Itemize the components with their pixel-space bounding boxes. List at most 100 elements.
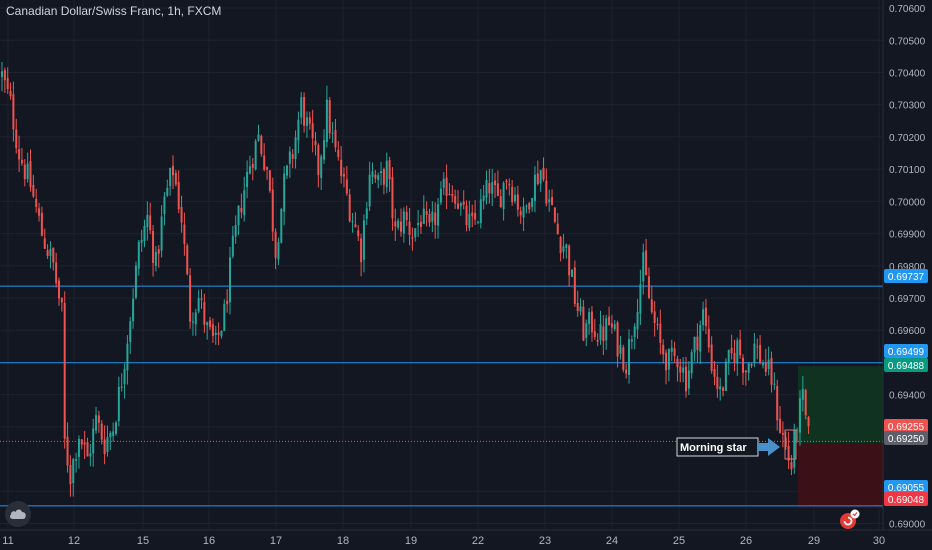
candle-body	[801, 389, 804, 400]
price-label-level: 0.69055	[884, 480, 928, 494]
candle-body	[494, 180, 497, 186]
candle-body	[667, 349, 670, 370]
candle	[519, 206, 522, 224]
candle	[268, 169, 271, 193]
candle-body	[83, 442, 86, 445]
candle-body	[343, 174, 345, 177]
candle	[75, 452, 78, 473]
horizontal-levels	[0, 285, 883, 507]
candle	[565, 243, 568, 259]
loss-zone[interactable]	[798, 443, 883, 509]
candle-body	[505, 180, 508, 183]
price-tick-label: 0.70000	[889, 197, 926, 208]
candle	[485, 170, 488, 205]
candle	[103, 425, 106, 465]
candle	[254, 138, 257, 171]
candle-body	[685, 366, 687, 392]
candle-body	[559, 237, 562, 254]
candle-body	[58, 280, 60, 299]
candle-body	[747, 363, 750, 373]
price-label-text: 0.69250	[888, 434, 925, 445]
candle	[690, 349, 693, 379]
candle-body	[220, 331, 223, 337]
candle-body	[613, 324, 616, 329]
candle-body	[428, 213, 431, 223]
tradingview-logo[interactable]	[5, 501, 31, 527]
candle-body	[320, 156, 323, 178]
candle-body	[209, 320, 212, 328]
price-label-text: 0.69055	[888, 483, 925, 494]
candle	[328, 97, 331, 139]
candle-body	[183, 224, 186, 244]
candle-body	[459, 203, 462, 207]
candle	[799, 390, 801, 446]
candle-body	[234, 225, 237, 237]
candle-body	[476, 221, 479, 223]
candle-body	[191, 321, 194, 323]
candle-body	[442, 178, 445, 188]
candle	[605, 314, 608, 350]
candle-body	[625, 369, 628, 374]
candle	[231, 225, 234, 259]
candle-body	[608, 316, 611, 326]
candle	[354, 212, 357, 228]
candle	[95, 406, 98, 434]
candle	[9, 82, 12, 100]
candle	[32, 174, 35, 198]
replay-icon[interactable]	[838, 509, 860, 531]
candle-body	[511, 186, 514, 203]
candle-body	[38, 208, 41, 216]
candle	[531, 197, 534, 212]
candle-body	[776, 386, 779, 421]
candle-body	[437, 204, 440, 226]
candle-body	[488, 182, 491, 194]
candle-body	[231, 235, 234, 257]
candle-body	[277, 242, 280, 260]
candle	[505, 179, 508, 190]
candle	[511, 179, 514, 206]
candle-body	[382, 169, 385, 185]
candle	[502, 181, 505, 221]
candle-body	[283, 173, 286, 212]
candle	[622, 344, 625, 373]
time-tick-label: 29	[808, 535, 820, 547]
candle-body	[6, 78, 9, 90]
candle	[536, 160, 539, 186]
candle-body	[576, 303, 579, 311]
candle-body	[454, 195, 457, 204]
candle	[665, 349, 668, 385]
time-tick-labels[interactable]: 11 12 15 16 17 18 19 22 23 24 25 26 29 30	[2, 535, 885, 547]
candle-body	[288, 151, 291, 164]
candle	[58, 277, 60, 306]
profit-zone[interactable]	[798, 366, 883, 444]
candle	[696, 323, 699, 363]
candle	[288, 146, 291, 178]
candle-body	[682, 367, 685, 373]
candle-body	[325, 99, 328, 142]
candle	[454, 189, 457, 209]
candle-body	[448, 194, 451, 196]
candle	[588, 307, 591, 335]
candle	[508, 178, 511, 196]
candle-body	[149, 215, 152, 231]
candle	[340, 145, 343, 184]
candle-body	[528, 203, 531, 210]
candle	[514, 187, 516, 204]
candle	[602, 315, 605, 356]
candle	[773, 372, 776, 390]
candle	[303, 92, 306, 133]
price-label-bg	[884, 269, 928, 283]
candle-body	[419, 221, 422, 227]
candle-body	[670, 347, 673, 352]
candle	[209, 316, 212, 330]
candle-body	[106, 437, 109, 452]
candle-body	[605, 318, 608, 341]
candle-body	[414, 228, 417, 238]
candle-body	[260, 135, 263, 155]
price-label-level: 0.69737	[884, 269, 928, 283]
candle	[739, 329, 742, 359]
candle-body	[690, 352, 693, 374]
candle-body	[263, 155, 266, 170]
candle-body	[280, 208, 283, 243]
